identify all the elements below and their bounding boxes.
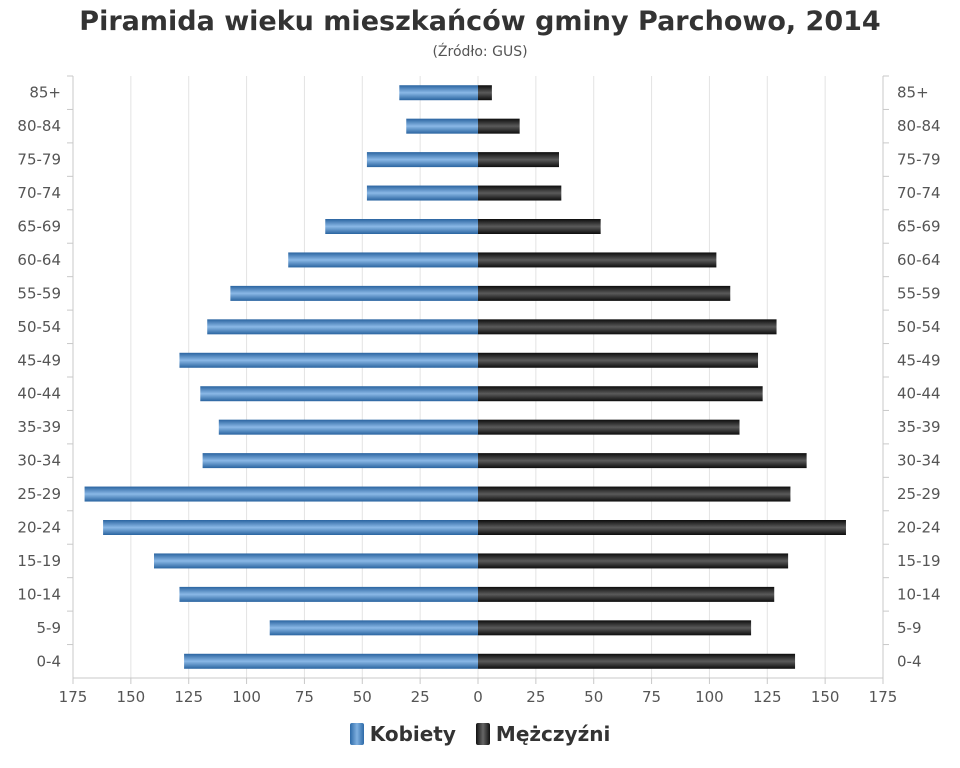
bar-women[interactable] bbox=[366, 185, 478, 201]
x-tick-label: 175 bbox=[59, 688, 88, 706]
y-tick-label-right: 35-39 bbox=[897, 418, 941, 436]
bar-men[interactable] bbox=[478, 185, 562, 201]
y-tick-label-left: 50-54 bbox=[17, 318, 61, 336]
bar-women[interactable] bbox=[84, 486, 479, 502]
x-tick-label: 50 bbox=[353, 688, 372, 706]
x-tick-label: 150 bbox=[117, 688, 146, 706]
legend-swatch-men bbox=[475, 723, 490, 745]
bar-men[interactable] bbox=[478, 586, 775, 602]
bar-men[interactable] bbox=[478, 419, 740, 435]
y-tick-label-left: 40-44 bbox=[17, 385, 61, 403]
legend-swatch-women bbox=[349, 723, 364, 745]
legend: Kobiety Mężczyźni bbox=[0, 722, 960, 746]
x-tick-label: 100 bbox=[232, 688, 261, 706]
bar-women[interactable] bbox=[202, 453, 478, 469]
x-tick-label: 150 bbox=[811, 688, 840, 706]
bar-women[interactable] bbox=[200, 386, 479, 402]
x-tick-label: 175 bbox=[869, 688, 898, 706]
bar-women[interactable] bbox=[154, 553, 478, 569]
bar-women[interactable] bbox=[230, 285, 478, 301]
y-tick-label-right: 55-59 bbox=[897, 284, 941, 302]
y-tick-label-right: 60-64 bbox=[897, 251, 941, 269]
legend-label-men: Mężczyźni bbox=[495, 722, 611, 746]
y-tick-label-left: 65-69 bbox=[17, 218, 61, 236]
y-tick-label-left: 45-49 bbox=[17, 351, 61, 369]
bar-men[interactable] bbox=[478, 520, 846, 535]
y-tick-label-left: 70-74 bbox=[17, 184, 61, 202]
y-tick-label-left: 35-39 bbox=[17, 418, 61, 436]
bar-women[interactable] bbox=[325, 219, 478, 234]
bar-women[interactable] bbox=[288, 252, 478, 268]
x-tick-label: 25 bbox=[411, 688, 430, 706]
y-tick-label-left: 20-24 bbox=[17, 519, 61, 537]
bar-women[interactable] bbox=[269, 620, 478, 636]
y-tick-label-right: 25-29 bbox=[897, 485, 941, 503]
x-tick-label: 0 bbox=[473, 688, 483, 706]
bar-men[interactable] bbox=[478, 553, 789, 569]
bar-men[interactable] bbox=[478, 118, 520, 134]
bar-men[interactable] bbox=[478, 453, 807, 469]
legend-item-women[interactable]: Kobiety bbox=[349, 722, 456, 746]
y-tick-label-left: 55-59 bbox=[17, 284, 61, 302]
y-tick-label-left: 25-29 bbox=[17, 485, 61, 503]
y-tick-label-right: 80-84 bbox=[897, 117, 941, 135]
bar-women[interactable] bbox=[366, 152, 478, 168]
y-tick-label-right: 70-74 bbox=[897, 184, 941, 202]
bar-women[interactable] bbox=[218, 419, 479, 435]
y-tick-label-right: 5-9 bbox=[897, 619, 922, 637]
bar-women[interactable] bbox=[179, 352, 478, 368]
y-tick-label-left: 60-64 bbox=[17, 251, 61, 269]
y-tick-label-left: 80-84 bbox=[17, 117, 61, 135]
y-tick-label-left: 15-19 bbox=[17, 552, 61, 570]
y-tick-label-right: 30-34 bbox=[897, 452, 941, 470]
x-tick-label: 125 bbox=[174, 688, 203, 706]
bar-men[interactable] bbox=[478, 319, 777, 335]
y-tick-label-left: 30-34 bbox=[17, 452, 61, 470]
x-tick-label: 125 bbox=[753, 688, 782, 706]
y-tick-label-right: 85+ bbox=[897, 84, 929, 102]
bar-men[interactable] bbox=[478, 219, 601, 234]
y-tick-label-right: 45-49 bbox=[897, 351, 941, 369]
y-tick-label-right: 50-54 bbox=[897, 318, 941, 336]
x-tick-label: 100 bbox=[695, 688, 724, 706]
y-tick-label-right: 75-79 bbox=[897, 151, 941, 169]
x-tick-label: 25 bbox=[526, 688, 545, 706]
chart-title: Piramida wieku mieszkańców gminy Parchow… bbox=[79, 6, 881, 37]
y-tick-label-left: 0-4 bbox=[37, 652, 62, 670]
x-tick-label: 50 bbox=[584, 688, 603, 706]
bar-men[interactable] bbox=[478, 386, 763, 402]
bar-men[interactable] bbox=[478, 653, 796, 669]
bar-men[interactable] bbox=[478, 152, 559, 168]
legend-label-women: Kobiety bbox=[369, 722, 456, 746]
bar-women[interactable] bbox=[406, 118, 478, 134]
y-tick-label-right: 20-24 bbox=[897, 519, 941, 537]
y-tick-label-left: 10-14 bbox=[17, 585, 61, 603]
bar-men[interactable] bbox=[478, 85, 492, 101]
bar-men[interactable] bbox=[478, 352, 759, 368]
bar-men[interactable] bbox=[478, 620, 752, 636]
y-tick-label-left: 85+ bbox=[29, 84, 61, 102]
chart-subtitle: (Źródło: GUS) bbox=[432, 44, 528, 60]
y-tick-label-right: 65-69 bbox=[897, 218, 941, 236]
y-tick-label-right: 0-4 bbox=[897, 652, 922, 670]
bar-men[interactable] bbox=[478, 285, 731, 301]
bar-women[interactable] bbox=[184, 653, 479, 669]
y-tick-label-right: 15-19 bbox=[897, 552, 941, 570]
bar-women[interactable] bbox=[207, 319, 478, 335]
y-tick-label-right: 10-14 bbox=[897, 585, 941, 603]
legend-item-men[interactable]: Mężczyźni bbox=[475, 722, 611, 746]
bar-men[interactable] bbox=[478, 252, 717, 268]
x-tick-label: 75 bbox=[295, 688, 314, 706]
y-tick-label-left: 5-9 bbox=[37, 619, 62, 637]
bar-women[interactable] bbox=[103, 520, 478, 535]
x-tick-label: 75 bbox=[642, 688, 661, 706]
y-tick-label-right: 40-44 bbox=[897, 385, 941, 403]
y-tick-label-left: 75-79 bbox=[17, 151, 61, 169]
bar-men[interactable] bbox=[478, 486, 791, 502]
bar-women[interactable] bbox=[399, 85, 478, 101]
bar-women[interactable] bbox=[179, 586, 478, 602]
